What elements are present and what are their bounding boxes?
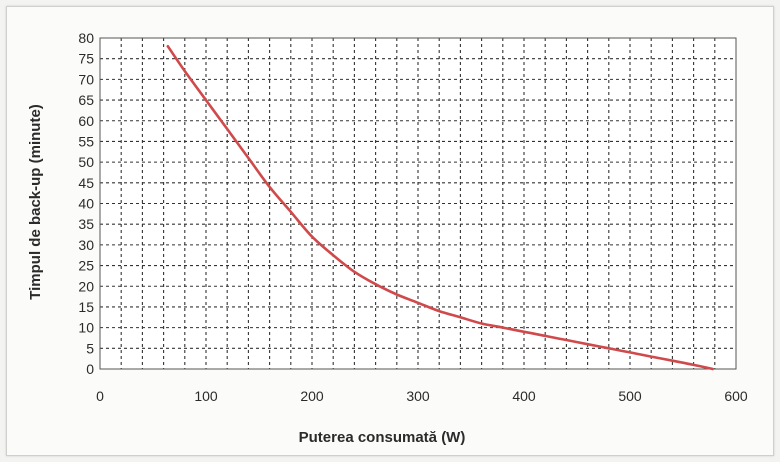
x-tick-label: 0: [96, 388, 104, 404]
y-tick-label: 20: [78, 278, 94, 294]
y-tick-label: 60: [78, 113, 94, 129]
plot-border: [99, 37, 737, 370]
y-tick-label: 10: [78, 320, 94, 336]
x-tick-labels: 0 100 200 300 400 500 600: [96, 388, 748, 404]
x-tick-label: 500: [618, 388, 642, 404]
x-tick-label: 400: [512, 388, 536, 404]
y-tick-label: 55: [78, 133, 94, 149]
y-axis-label: Timpul de back-up (minute): [27, 104, 44, 300]
y-tick-label: 75: [78, 51, 94, 67]
y-tick-label: 5: [86, 340, 94, 356]
series-line: [166, 45, 714, 371]
y-tick-label: 15: [78, 299, 94, 315]
y-tick-label: 50: [78, 154, 94, 170]
y-tick-label: 45: [78, 175, 94, 191]
x-tick-label: 200: [300, 388, 324, 404]
grid-lines: [100, 37, 736, 369]
y-tick-label: 65: [78, 92, 94, 108]
y-tick-label: 30: [78, 237, 94, 253]
y-tick-label: 35: [78, 216, 94, 232]
y-tick-labels: 0 5 10 15 20 25 30 35 40 45 50 55 60 65 70 75 80: [78, 30, 94, 377]
y-tick-label: 0: [86, 361, 94, 377]
y-tick-label: 40: [78, 196, 94, 212]
x-axis-label: Puterea consumată (W): [299, 429, 466, 446]
x-tick-label: 300: [406, 388, 430, 404]
x-tick-label: 600: [724, 388, 748, 404]
y-tick-label: 70: [78, 71, 94, 87]
y-tick-label: 80: [78, 30, 94, 46]
axes: [99, 37, 737, 370]
series-lines: [166, 45, 714, 371]
x-tick-label: 100: [194, 388, 218, 404]
y-tick-label: 25: [78, 258, 94, 274]
